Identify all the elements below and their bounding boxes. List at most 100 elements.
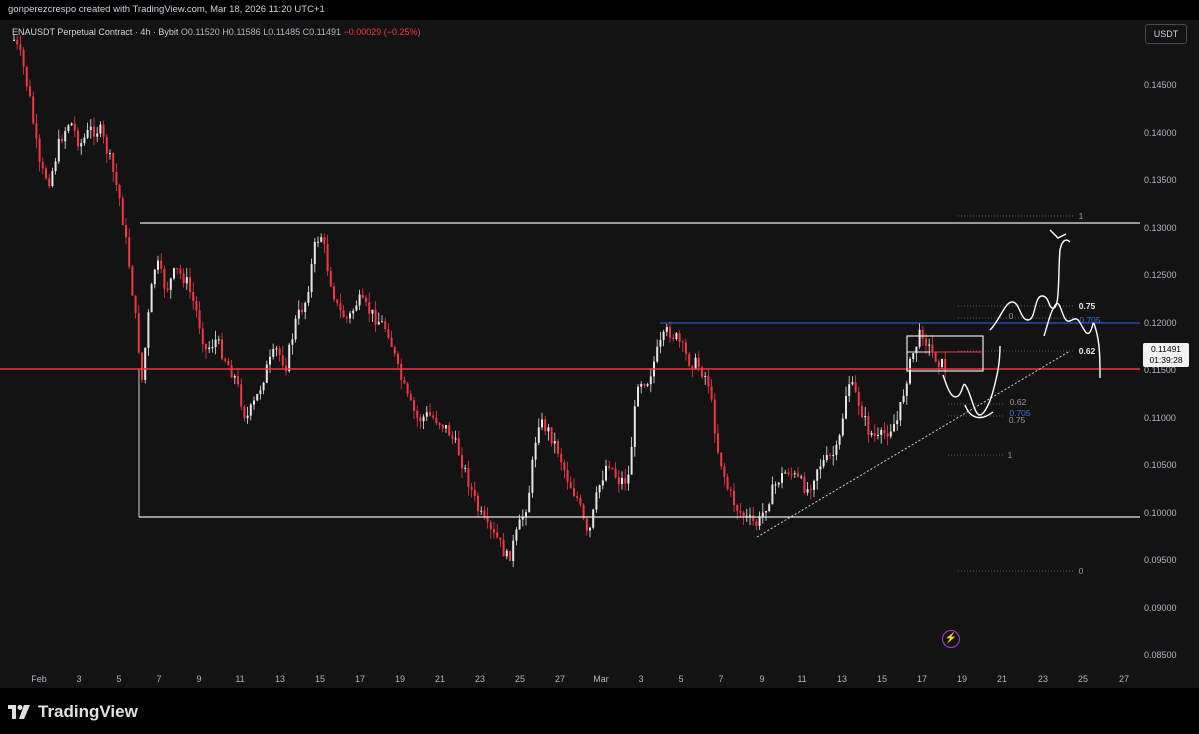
candle-body — [470, 486, 473, 490]
candle-body — [921, 329, 924, 339]
candle-body — [774, 484, 777, 486]
candle-body — [841, 418, 844, 436]
candle-body — [345, 317, 348, 319]
candle-body — [125, 225, 127, 238]
candle-body — [445, 424, 447, 429]
candle-body — [48, 178, 51, 186]
candle-body — [755, 521, 758, 526]
ohlc-change: −0.00029 (−0.25%) — [343, 27, 421, 37]
candle-body — [541, 419, 543, 428]
candle-body — [691, 365, 694, 369]
candle-body — [35, 123, 38, 139]
currency-button[interactable]: USDT — [1145, 24, 1187, 44]
time-axis-label: 19 — [956, 674, 968, 684]
symbol-name[interactable]: ENAUSDT Perpetual Contract · 4h · Bybit — [12, 27, 179, 37]
candle-body — [531, 459, 534, 493]
time-axis-label: 27 — [554, 674, 566, 684]
ohlc-close: C0.11491 — [302, 27, 341, 37]
candle-body — [99, 124, 102, 134]
time-axis-label: 25 — [514, 674, 526, 684]
candle-body — [771, 484, 774, 505]
symbol-legend[interactable]: ENAUSDT Perpetual Contract · 4h · Bybit … — [12, 27, 421, 37]
candle-body — [640, 384, 643, 387]
creator-text: gonperezcrespo created with TradingView.… — [8, 4, 325, 15]
candle-body — [147, 312, 150, 348]
candle-body — [409, 393, 412, 401]
candle-body — [291, 339, 294, 345]
candle-body — [873, 433, 876, 436]
candle-body — [509, 550, 511, 561]
candle-body — [441, 424, 444, 429]
candle-body — [480, 510, 483, 512]
candle-body — [109, 153, 111, 155]
candle-body — [857, 391, 860, 406]
attribution-bar: gonperezcrespo created with TradingView.… — [0, 0, 1199, 20]
lightning-icon[interactable]: ⚡ — [942, 630, 960, 648]
tradingview-logo[interactable]: TradingView — [8, 702, 138, 722]
candle-body — [352, 310, 355, 314]
candle-body — [883, 430, 886, 434]
candle-body — [208, 347, 211, 350]
candle-body — [733, 490, 735, 505]
price-axis-label: 0.11500 — [1144, 365, 1176, 375]
candle-body — [521, 516, 524, 520]
candle-body — [64, 131, 67, 142]
candle-body — [323, 237, 326, 244]
candle-body — [326, 243, 329, 272]
price-axis-label: 0.14500 — [1144, 80, 1177, 90]
candle-body — [473, 489, 476, 496]
candle-body — [406, 383, 409, 394]
price-axis-label: 0.14000 — [1144, 127, 1177, 138]
candle-body — [93, 126, 95, 137]
candle-body — [189, 277, 191, 292]
candle-body — [310, 264, 313, 293]
candle-body — [912, 353, 915, 359]
candle-body — [902, 395, 905, 403]
candle-body — [381, 321, 383, 323]
candle-body — [752, 515, 755, 522]
ohlc-high: H0.11586 — [222, 27, 261, 37]
candle-body — [601, 480, 604, 486]
candle-body — [787, 472, 790, 475]
price-axis-label: 0.09000 — [1144, 602, 1177, 613]
fib-lower-label-0705: 0.705 — [1009, 408, 1031, 418]
candle-body — [457, 438, 460, 456]
candle-body — [451, 435, 454, 439]
candle-body — [259, 390, 262, 395]
candle-body — [32, 96, 35, 124]
time-axis-label: 3 — [638, 674, 644, 684]
candle-body — [342, 310, 345, 318]
candle-body — [377, 321, 380, 325]
candle-body — [438, 423, 441, 425]
candle-body — [573, 488, 575, 497]
candle-body — [633, 406, 636, 447]
candle-body — [803, 476, 806, 493]
candle-body — [265, 364, 268, 383]
candle-body — [221, 339, 223, 359]
candle-body — [861, 405, 863, 418]
candle-body — [829, 455, 831, 457]
time-axis-label: 21 — [434, 674, 446, 684]
candle-body — [502, 539, 505, 557]
candle-body — [157, 260, 159, 270]
candle-body — [745, 515, 748, 517]
tradingview-logo-icon — [8, 705, 30, 719]
candle-body — [550, 427, 553, 444]
candle-body — [595, 492, 598, 510]
time-axis-label: 15 — [314, 674, 326, 684]
time-axis-label: 9 — [196, 674, 202, 684]
candle-body — [726, 476, 729, 490]
price-chart[interactable] — [0, 20, 1199, 688]
candle-body — [307, 292, 310, 303]
candle-body — [790, 474, 793, 476]
candle-body — [57, 138, 60, 162]
ohlc-low: L0.11485 — [263, 27, 301, 37]
candle-body — [70, 123, 73, 126]
brand-name: TradingView — [38, 702, 138, 721]
candle-body — [198, 310, 201, 329]
candle-body — [166, 288, 169, 290]
candle-body — [835, 444, 838, 455]
candle-body — [185, 277, 188, 284]
candle-body — [937, 361, 940, 368]
candle-body — [195, 301, 198, 311]
